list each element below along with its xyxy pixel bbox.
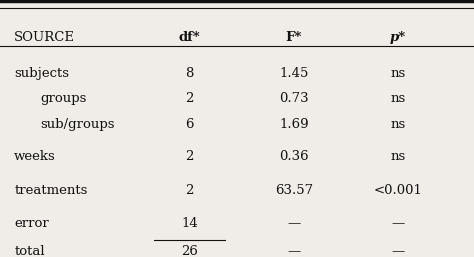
- Text: F*: F*: [286, 31, 302, 44]
- Text: 1.69: 1.69: [279, 118, 309, 131]
- Text: ns: ns: [391, 118, 406, 131]
- Text: total: total: [14, 245, 45, 257]
- Text: ns: ns: [391, 150, 406, 163]
- Text: subjects: subjects: [14, 67, 69, 80]
- Text: 0.73: 0.73: [279, 93, 309, 105]
- Text: p*: p*: [390, 31, 406, 44]
- Text: error: error: [14, 217, 49, 230]
- Text: 2: 2: [185, 93, 194, 105]
- Text: —: —: [392, 217, 405, 230]
- Text: df*: df*: [179, 31, 201, 44]
- Text: —: —: [287, 245, 301, 257]
- Text: 2: 2: [185, 184, 194, 197]
- Text: <0.001: <0.001: [374, 184, 423, 197]
- Text: 1.45: 1.45: [279, 67, 309, 80]
- Text: ns: ns: [391, 93, 406, 105]
- Text: ns: ns: [391, 67, 406, 80]
- Text: 2: 2: [185, 150, 194, 163]
- Text: 0.36: 0.36: [279, 150, 309, 163]
- Text: sub/groups: sub/groups: [40, 118, 115, 131]
- Text: groups: groups: [40, 93, 87, 105]
- Text: 26: 26: [181, 245, 198, 257]
- Text: —: —: [392, 245, 405, 257]
- Text: 14: 14: [181, 217, 198, 230]
- Text: 63.57: 63.57: [275, 184, 313, 197]
- Text: 6: 6: [185, 118, 194, 131]
- Text: SOURCE: SOURCE: [14, 31, 75, 44]
- Text: treatments: treatments: [14, 184, 88, 197]
- Text: —: —: [287, 217, 301, 230]
- Text: 8: 8: [185, 67, 194, 80]
- Text: weeks: weeks: [14, 150, 56, 163]
